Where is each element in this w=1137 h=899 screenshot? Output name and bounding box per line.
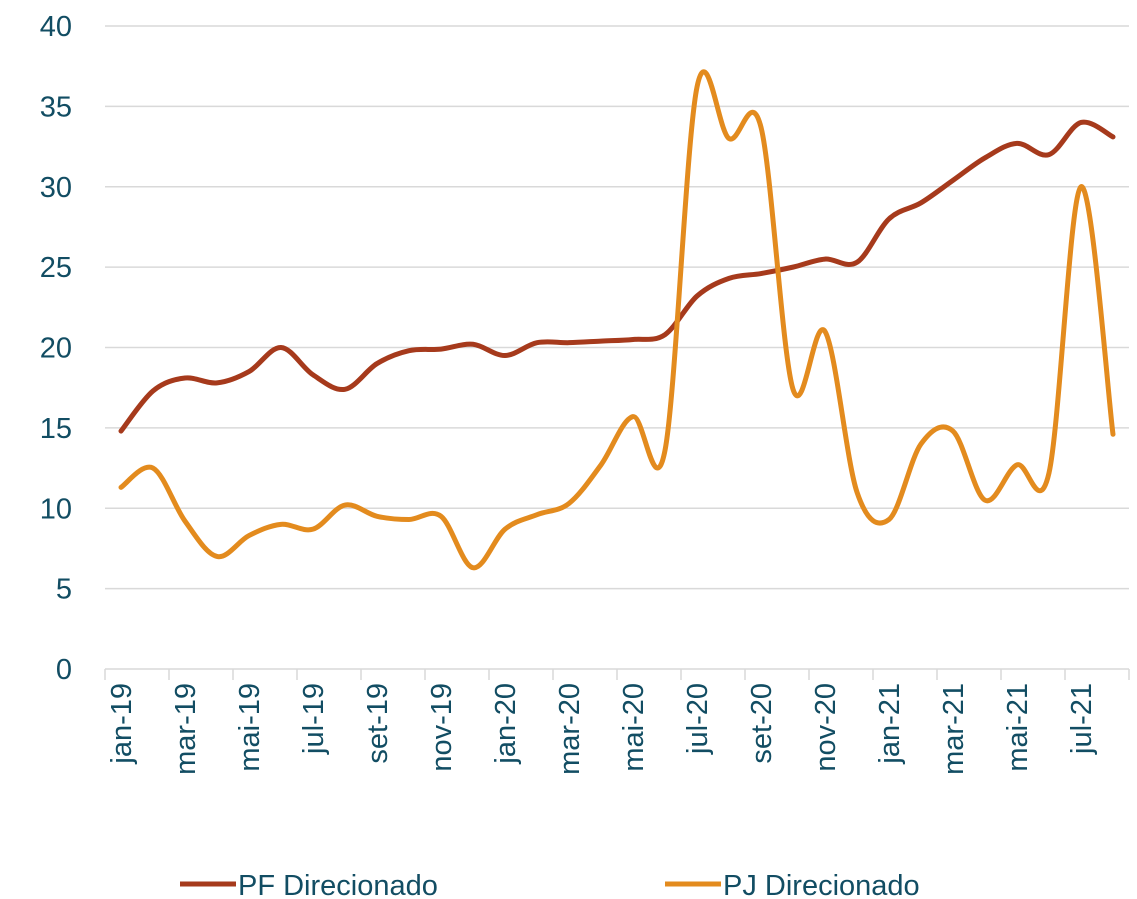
x-tick-label: nov-20 (810, 683, 842, 772)
x-tick-label: jul-21 (1066, 683, 1098, 755)
y-tick-label: 15 (40, 413, 72, 445)
x-tick-label: jul-19 (298, 683, 330, 755)
x-tick-label: jan-20 (490, 683, 522, 765)
line-series (118, 69, 1116, 571)
legend-label: PJ Direcionado (723, 870, 920, 899)
x-tick-label: jan-21 (874, 683, 906, 765)
y-tick-label: 25 (40, 252, 72, 284)
y-tick-label: 40 (40, 11, 72, 43)
y-tick-label: 30 (40, 172, 72, 204)
x-tick-label: jul-20 (682, 683, 714, 755)
x-tick-label: mai-19 (234, 683, 266, 772)
y-tick-label: 0 (56, 654, 72, 686)
x-tick-label: mar-20 (554, 683, 586, 775)
x-tick-label: mai-21 (1002, 683, 1034, 772)
y-tick-label: 35 (40, 91, 72, 123)
x-tick-label: set-19 (362, 683, 394, 764)
x-tick-label: set-20 (746, 683, 778, 764)
x-tick-label: nov-19 (426, 683, 458, 772)
legend-label: PF Direcionado (238, 870, 438, 899)
x-tick-label: mai-20 (618, 683, 650, 772)
y-tick-label: 10 (40, 493, 72, 525)
line-series (118, 119, 1116, 434)
y-tick-label: 5 (56, 574, 72, 606)
y-tick-label: 20 (40, 333, 72, 365)
x-tick-label: mar-21 (938, 683, 970, 775)
x-tick-label: mar-19 (170, 683, 202, 775)
x-tick-label: jan-19 (106, 683, 138, 765)
